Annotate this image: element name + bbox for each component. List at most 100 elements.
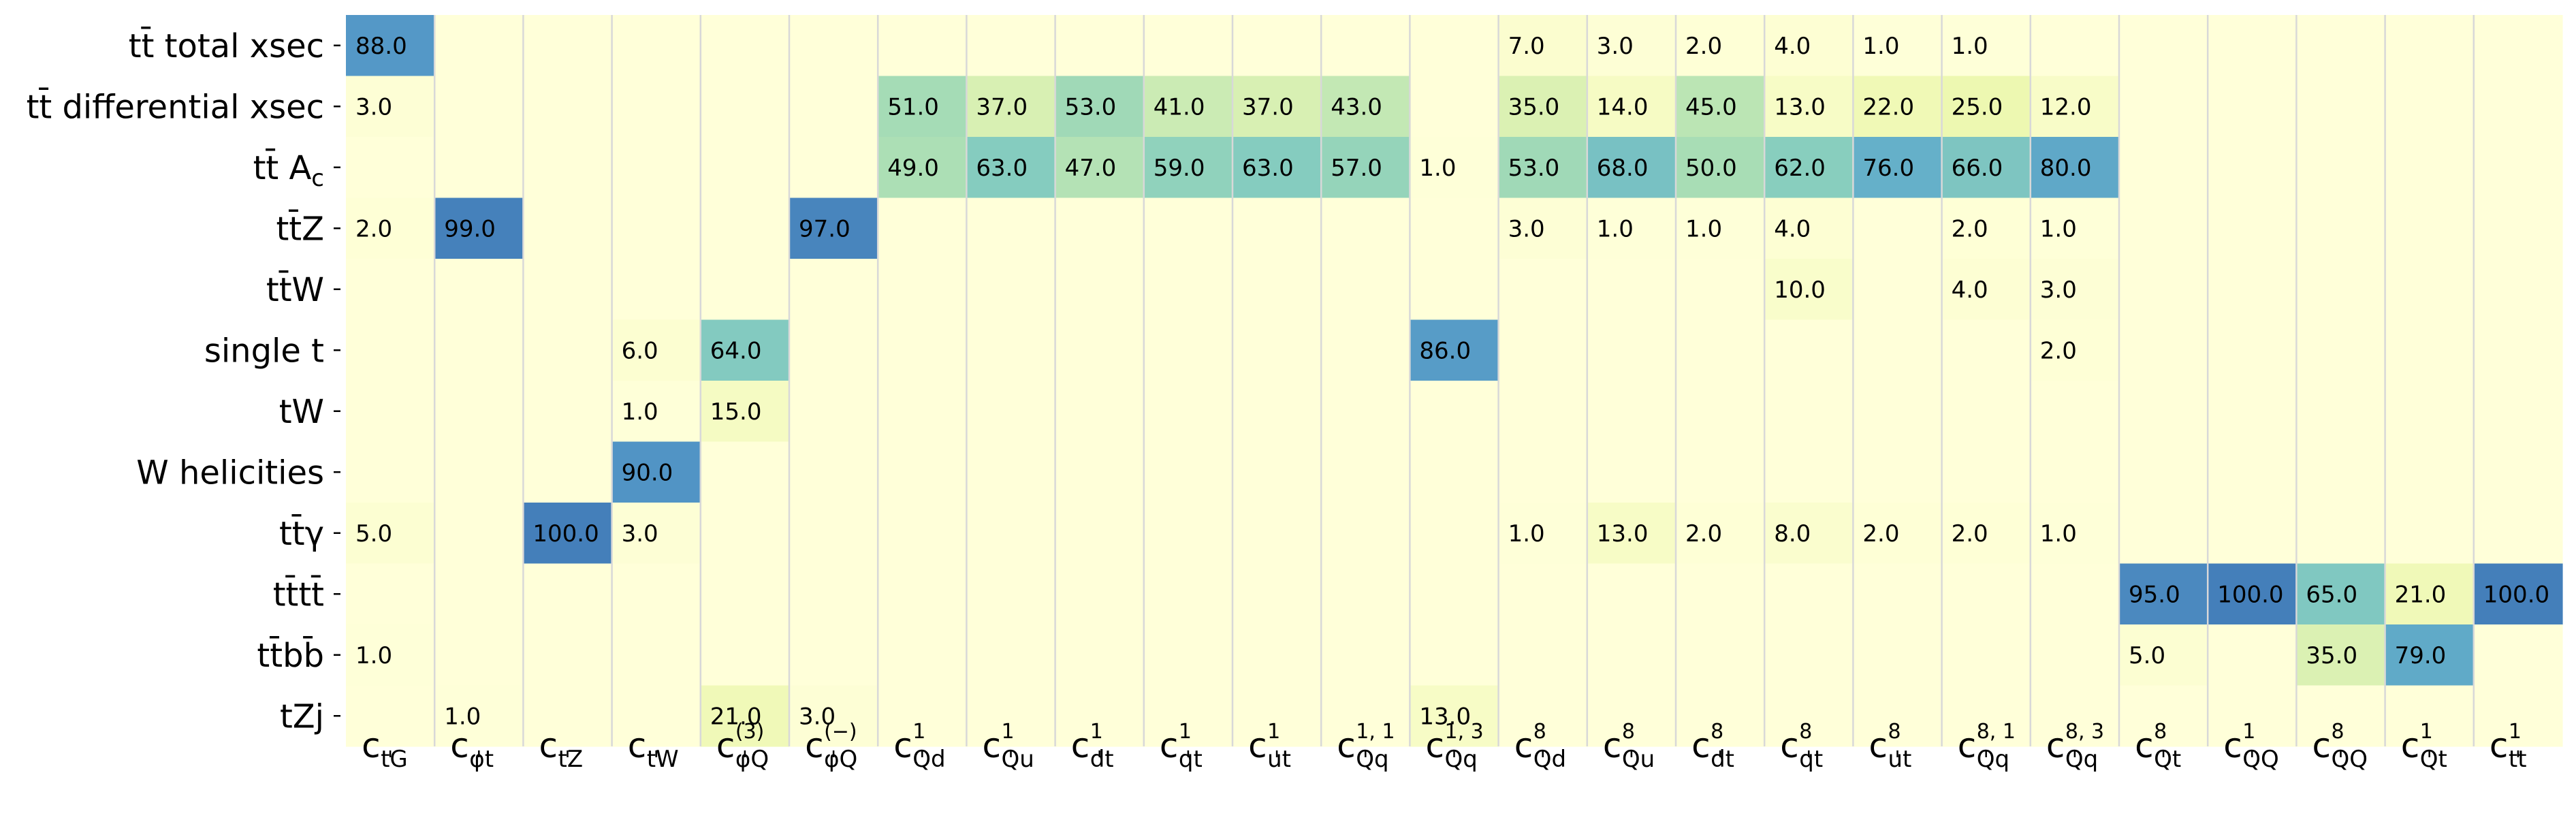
svg-text:tt: tt: [2509, 746, 2527, 773]
heatmap-cell: [1676, 76, 1765, 138]
column-label: c Qq8, 3: [2046, 720, 2104, 773]
svg-text:8: 8: [1533, 720, 1546, 744]
cell-value-label: 100.0: [532, 520, 599, 548]
heatmap-cell: [434, 381, 524, 443]
heatmap-cell: [611, 259, 701, 321]
heatmap-cell: [1676, 15, 1765, 77]
heatmap-cell: [1853, 381, 1943, 443]
heatmap-cell: [1143, 685, 1233, 747]
heatmap-cell: [2385, 503, 2475, 565]
heatmap-cell: [1410, 76, 1499, 138]
svg-text:c: c: [1780, 726, 1799, 765]
heatmap-cell: [346, 563, 435, 625]
cell-value-label: 97.0: [799, 215, 850, 242]
heatmap-cell: [1410, 503, 1499, 565]
heatmap-cell: [1941, 381, 2031, 443]
heatmap-cell: [1676, 381, 1765, 443]
svg-text:8, 3: 8, 3: [2065, 720, 2104, 744]
heatmap-cell: [2473, 685, 2563, 747]
heatmap-cell: [2385, 685, 2475, 747]
heatmap-cell: [1498, 563, 1588, 625]
heatmap-cell: [878, 381, 967, 443]
heatmap-cell: [2030, 503, 2120, 565]
svg-text:c: c: [2490, 726, 2509, 765]
svg-text:1: 1: [912, 720, 925, 744]
heatmap-cell: [2385, 259, 2475, 321]
heatmap-cell: [611, 624, 701, 686]
heatmap-cell: [1410, 624, 1499, 686]
heatmap-cell: [1587, 319, 1676, 381]
heatmap-cell: [2119, 685, 2208, 747]
heatmap-cell: [1498, 441, 1588, 503]
cells-layer: [346, 15, 2563, 747]
heatmap-cell: [523, 15, 613, 77]
cell-value-label: 49.0: [887, 155, 939, 182]
heatmap-cell: [1233, 259, 1322, 321]
cell-value-label: 57.0: [1331, 155, 1382, 182]
col-labels-layer: c tG c φt c tZ c tW c φQ(3) c φQ(−) c Qd1 c Qu1 c dt1 c qt1…: [362, 720, 2526, 773]
column-label: c φQ(−): [805, 720, 857, 773]
heatmap-cell: [2473, 624, 2563, 686]
svg-text:8: 8: [1622, 720, 1635, 744]
heatmap-cell: [1143, 319, 1233, 381]
row-labels-layer: tt̄ total xsec tt̄ differential xsec tt̄ A…: [27, 27, 340, 735]
column-label: c Qq1, 3: [1426, 720, 1484, 773]
heatmap-cell: [1587, 624, 1676, 686]
heatmap-cell: [1143, 381, 1233, 443]
heatmap-cell: [789, 197, 878, 259]
heatmap-cell: [878, 624, 967, 686]
heatmap-cell: [1233, 319, 1322, 381]
heatmap-cell: [1143, 624, 1233, 686]
heatmap-cell: [2296, 197, 2386, 259]
cell-value-label: 21.0: [710, 703, 762, 730]
heatmap-cell: [1410, 563, 1499, 625]
heatmap-cell: [1055, 563, 1145, 625]
cell-value-label: 22.0: [1862, 93, 1914, 121]
heatmap-cell: [1321, 15, 1410, 77]
heatmap-cell: [1321, 503, 1410, 565]
heatmap-cell: [1941, 563, 2031, 625]
heatmap-cell: [2208, 563, 2297, 625]
svg-text:c: c: [2401, 726, 2420, 765]
row-label: tt̄ Ac: [253, 148, 324, 192]
column-label: c ut1: [1248, 720, 1291, 773]
heatmap-cell: [700, 76, 790, 138]
heatmap-cell: [1321, 685, 1410, 747]
heatmap-cell: [1587, 441, 1676, 503]
cell-value-label: 68.0: [1597, 155, 1649, 182]
cell-value-label: 100.0: [2483, 581, 2549, 608]
heatmap-cell: [700, 685, 790, 747]
cell-value-label: 53.0: [1065, 93, 1117, 121]
heatmap-cell: [2119, 319, 2208, 381]
heatmap-cell: [700, 503, 790, 565]
cell-value-label: 2.0: [1952, 215, 1988, 242]
heatmap-cell: [878, 259, 967, 321]
heatmap-cell: [2030, 76, 2120, 138]
heatmap-cell: [1941, 259, 2031, 321]
heatmap-cell: [2296, 685, 2386, 747]
heatmap-cell: [1764, 259, 1854, 321]
heatmap-cell: [1498, 319, 1588, 381]
cell-value-label: 99.0: [444, 215, 496, 242]
heatmap-cell: [434, 319, 524, 381]
column-label: c φQ(3): [716, 720, 769, 773]
cell-value-label: 13.0: [1419, 703, 1471, 730]
heatmap-cell: [878, 319, 967, 381]
heatmap-cell: [789, 137, 878, 199]
row-label: tt̄Z: [276, 210, 324, 249]
svg-text:1, 1: 1, 1: [1356, 720, 1395, 744]
heatmap-cell: [346, 624, 435, 686]
heatmap-cell: [966, 563, 1056, 625]
heatmap-cell: [1498, 259, 1588, 321]
heatmap-cell: [1233, 624, 1322, 686]
heatmap-cell: [346, 259, 435, 321]
heatmap-cell: [789, 563, 878, 625]
svg-text:c: c: [893, 726, 912, 765]
cell-value-label: 100.0: [2217, 581, 2283, 608]
cell-value-label: 2.0: [1685, 33, 1722, 60]
cell-value-label: 3.0: [1597, 33, 1634, 60]
svg-text:c: c: [983, 726, 1002, 765]
cell-value-label: 1.0: [1862, 33, 1899, 60]
heatmap-cell: [2208, 685, 2297, 747]
heatmap-cell: [1055, 137, 1145, 199]
